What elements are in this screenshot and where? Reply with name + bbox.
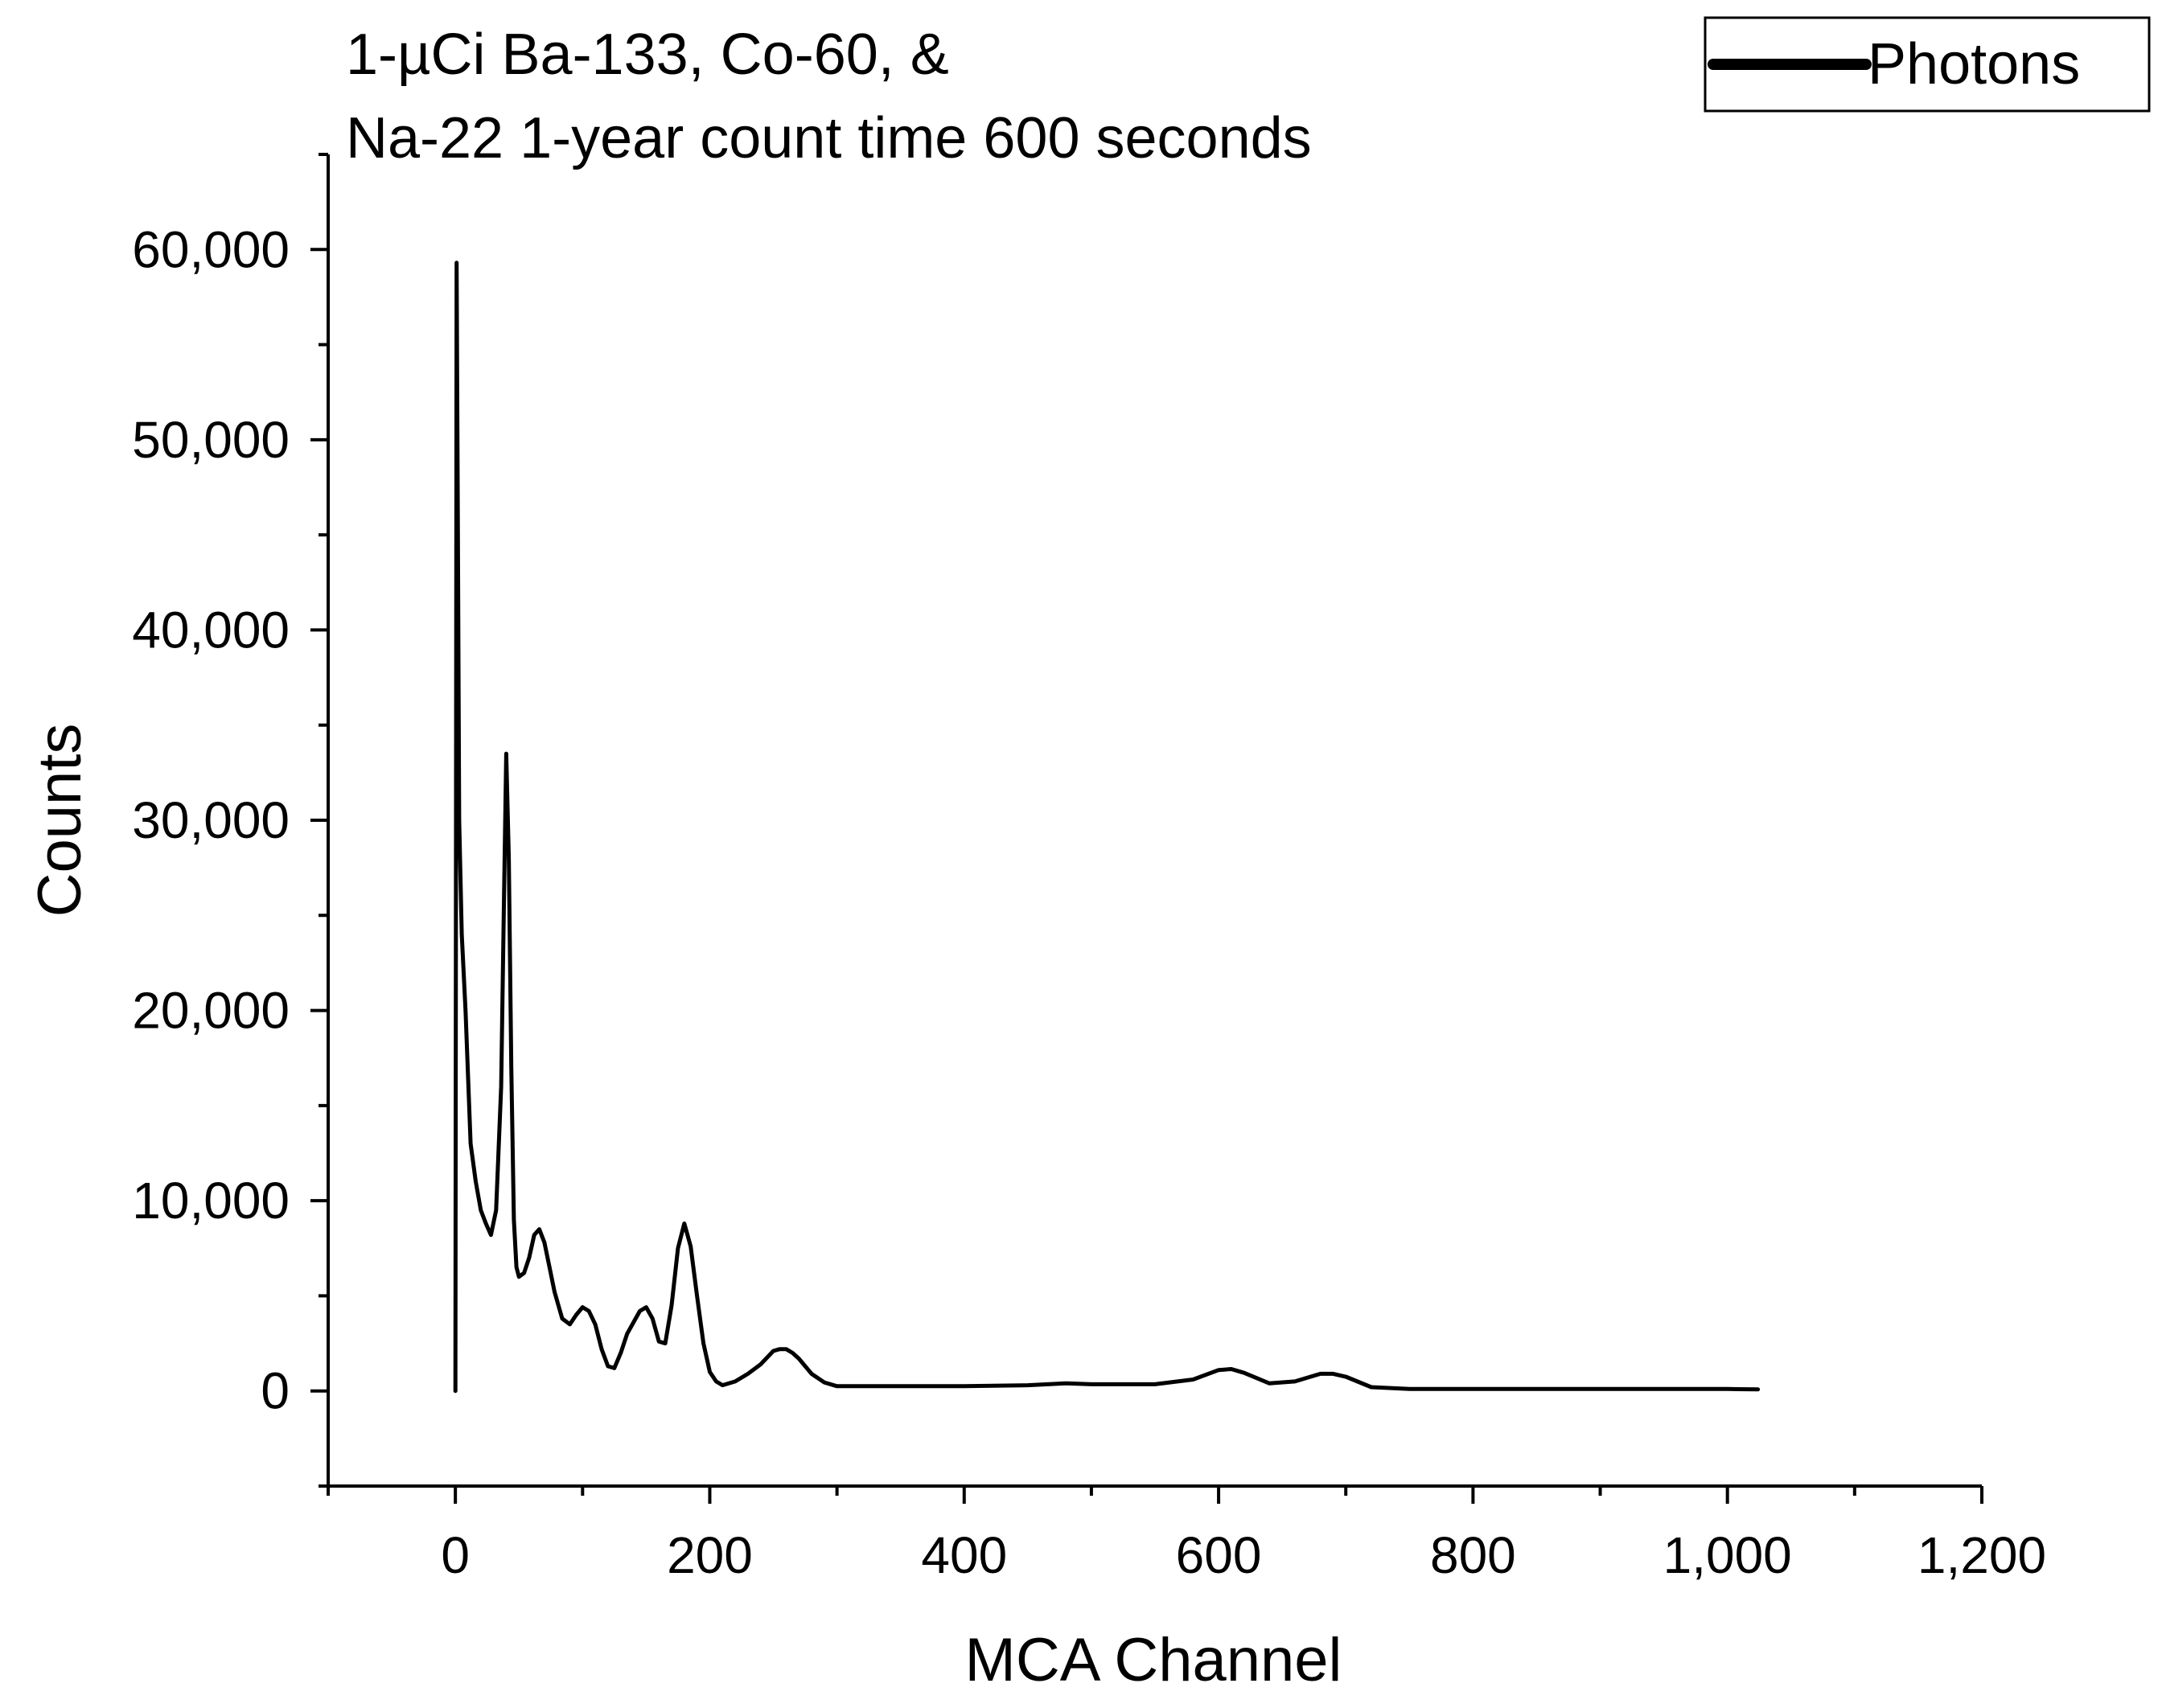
series-layer <box>453 261 1761 1394</box>
x-tick-label: 1,200 <box>1917 1526 2046 1584</box>
chart-title-line-2: Na-22 1-year count time 600 seconds <box>346 106 1312 170</box>
chart-title-line-1: 1-µCi Ba-133, Co-60, & <box>346 23 949 87</box>
y-tick-label: 10,000 <box>132 1172 290 1230</box>
x-tick-label: 200 <box>667 1526 753 1584</box>
x-tick-label: 400 <box>921 1526 1007 1584</box>
legend: Photons <box>1704 16 2151 113</box>
y-tick-label: 30,000 <box>132 791 290 849</box>
y-tick-label: 0 <box>261 1362 290 1420</box>
series-line-photons <box>453 261 1761 1394</box>
y-tick-label: 60,000 <box>132 220 290 278</box>
x-tick-label: 800 <box>1430 1526 1516 1584</box>
axes: 0 10,000 20,000 30,000 40,000 50,000 60,000 0 2… <box>132 153 2046 1584</box>
y-tick-label: 40,000 <box>132 601 290 659</box>
x-tick-label: 0 <box>441 1526 470 1584</box>
x-tick-label: 600 <box>1176 1526 1262 1584</box>
x-axis-title: MCA Channel <box>965 1626 1342 1694</box>
y-tick-label: 20,000 <box>132 982 290 1040</box>
y-axis-title: Counts <box>26 724 94 918</box>
y-ticks: 0 10,000 20,000 30,000 40,000 50,000 60,000 <box>132 153 328 1488</box>
x-ticks: 0 200 400 600 800 1,000 1,200 <box>327 1486 2046 1584</box>
x-tick-label: 1,000 <box>1663 1526 1792 1584</box>
legend-label-photons: Photons <box>1868 32 2080 96</box>
y-tick-label: 50,000 <box>132 411 290 469</box>
